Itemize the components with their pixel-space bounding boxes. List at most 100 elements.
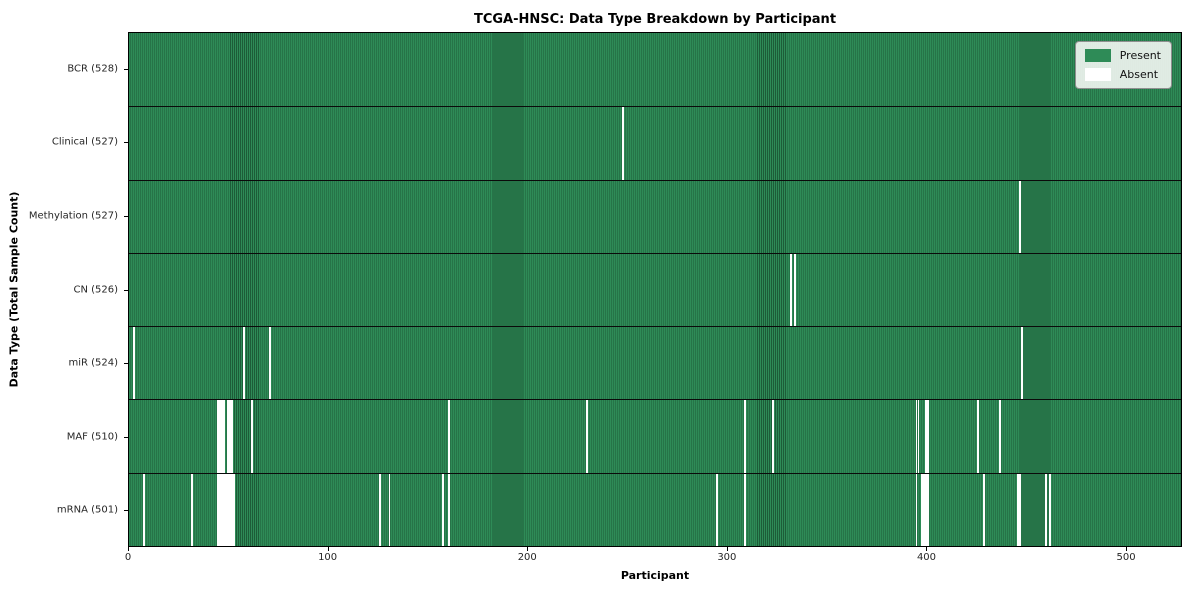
absent-stripe (1019, 179, 1022, 253)
x-axis-label: Participant (620, 569, 690, 582)
x-tick-mark (128, 547, 129, 551)
absent-stripe (218, 472, 221, 546)
x-tick-label: 200 (517, 552, 537, 563)
y-tick-mark (124, 142, 128, 144)
absent-stripe (983, 472, 986, 546)
row-band-maf (129, 399, 1181, 473)
legend-absent-label: Absent (1119, 68, 1159, 81)
absent-stripe (622, 106, 625, 180)
x-tick-label: 500 (1116, 552, 1136, 563)
legend: Present Absent (1074, 41, 1172, 89)
x-tick-label: 400 (916, 552, 937, 563)
absent-stripe (220, 472, 223, 546)
absent-stripe (925, 399, 928, 473)
y-tick-mark (124, 363, 128, 365)
absent-stripe (378, 472, 381, 546)
y-tick-mark (124, 215, 128, 217)
absent-stripe (586, 399, 589, 473)
row-divider (129, 106, 1181, 108)
absent-stripe (921, 472, 924, 546)
absent-stripe (448, 399, 451, 473)
x-tick-label: 100 (318, 552, 338, 563)
y-tick-label: Methylation (527) (28, 210, 118, 222)
absent-stripe (1049, 472, 1052, 546)
absent-stripe (216, 472, 219, 546)
absent-stripe (388, 472, 391, 546)
absent-stripe (230, 472, 233, 546)
absent-stripe (927, 399, 930, 473)
absent-stripe (220, 399, 223, 473)
row-band-mir (129, 326, 1181, 400)
legend-present-label: Present (1119, 49, 1161, 62)
absent-stripe (232, 472, 235, 546)
absent-stripe (142, 472, 145, 546)
absent-stripe (228, 399, 231, 473)
absent-stripe (915, 399, 918, 473)
absent-stripe (715, 472, 718, 546)
absent-stripe (925, 472, 928, 546)
row-divider (129, 472, 1181, 474)
x-tick-mark (527, 547, 529, 551)
absent-stripe (1021, 326, 1024, 400)
absent-stripe (743, 472, 746, 546)
row-divider (129, 252, 1181, 254)
y-tick-mark (124, 510, 128, 512)
row-band-methylation (129, 179, 1181, 253)
absent-stripe (915, 472, 918, 546)
y-tick-label: BCR (528) (67, 63, 118, 75)
absent-stripe (923, 472, 926, 546)
y-tick-label: MAF (510) (66, 431, 118, 443)
absent-swatch (1084, 68, 1111, 81)
absent-stripe (218, 399, 221, 473)
absent-stripe (250, 399, 253, 473)
y-tick-label: miR (524) (68, 357, 118, 369)
absent-stripe (190, 472, 193, 546)
row-divider (129, 179, 1181, 181)
absent-stripe (222, 472, 225, 546)
absent-stripe (927, 472, 930, 546)
x-tick-mark (327, 547, 329, 551)
y-tick-mark (124, 68, 128, 70)
legend-entry-present: Present (1084, 49, 1161, 62)
absent-stripe (226, 472, 229, 546)
x-tick-mark (726, 547, 728, 551)
legend-entry-absent: Absent (1084, 68, 1161, 81)
x-tick-mark (1126, 547, 1128, 551)
absent-stripe (1017, 472, 1020, 546)
absent-stripe (216, 399, 219, 473)
absent-stripe (1019, 472, 1022, 546)
absent-stripe (793, 252, 796, 327)
row-bands (129, 33, 1181, 546)
absent-stripe (789, 252, 792, 327)
present-swatch (1084, 49, 1111, 62)
plot-area: Present Absent (128, 32, 1182, 547)
absent-stripe (242, 326, 245, 400)
absent-stripe (771, 399, 774, 473)
absent-stripe (977, 399, 980, 473)
chart-title: TCGA-HNSC: Data Type Breakdown by Partic… (473, 12, 837, 27)
row-band-cn (129, 252, 1181, 327)
y-tick-mark (124, 289, 128, 291)
absent-stripe (222, 399, 225, 473)
absent-stripe (230, 399, 233, 473)
absent-stripe (1045, 472, 1048, 546)
absent-stripe (999, 399, 1002, 473)
absent-stripe (448, 472, 451, 546)
row-band-clinical (129, 106, 1181, 180)
absent-stripe (132, 326, 135, 400)
y-tick-label: CN (526) (73, 284, 118, 295)
row-band-mrna (129, 472, 1181, 546)
absent-stripe (226, 399, 229, 473)
x-tick-label: 300 (717, 552, 737, 563)
row-divider (129, 326, 1181, 328)
row-band-bcr (129, 33, 1181, 107)
absent-stripe (228, 472, 231, 546)
y-tick-label: mRNA (501) (56, 504, 118, 516)
absent-stripe (917, 399, 920, 473)
absent-stripe (743, 399, 746, 473)
x-tick-mark (926, 547, 928, 551)
absent-stripe (268, 326, 271, 400)
y-tick-mark (124, 436, 128, 438)
absent-stripe (442, 472, 445, 546)
